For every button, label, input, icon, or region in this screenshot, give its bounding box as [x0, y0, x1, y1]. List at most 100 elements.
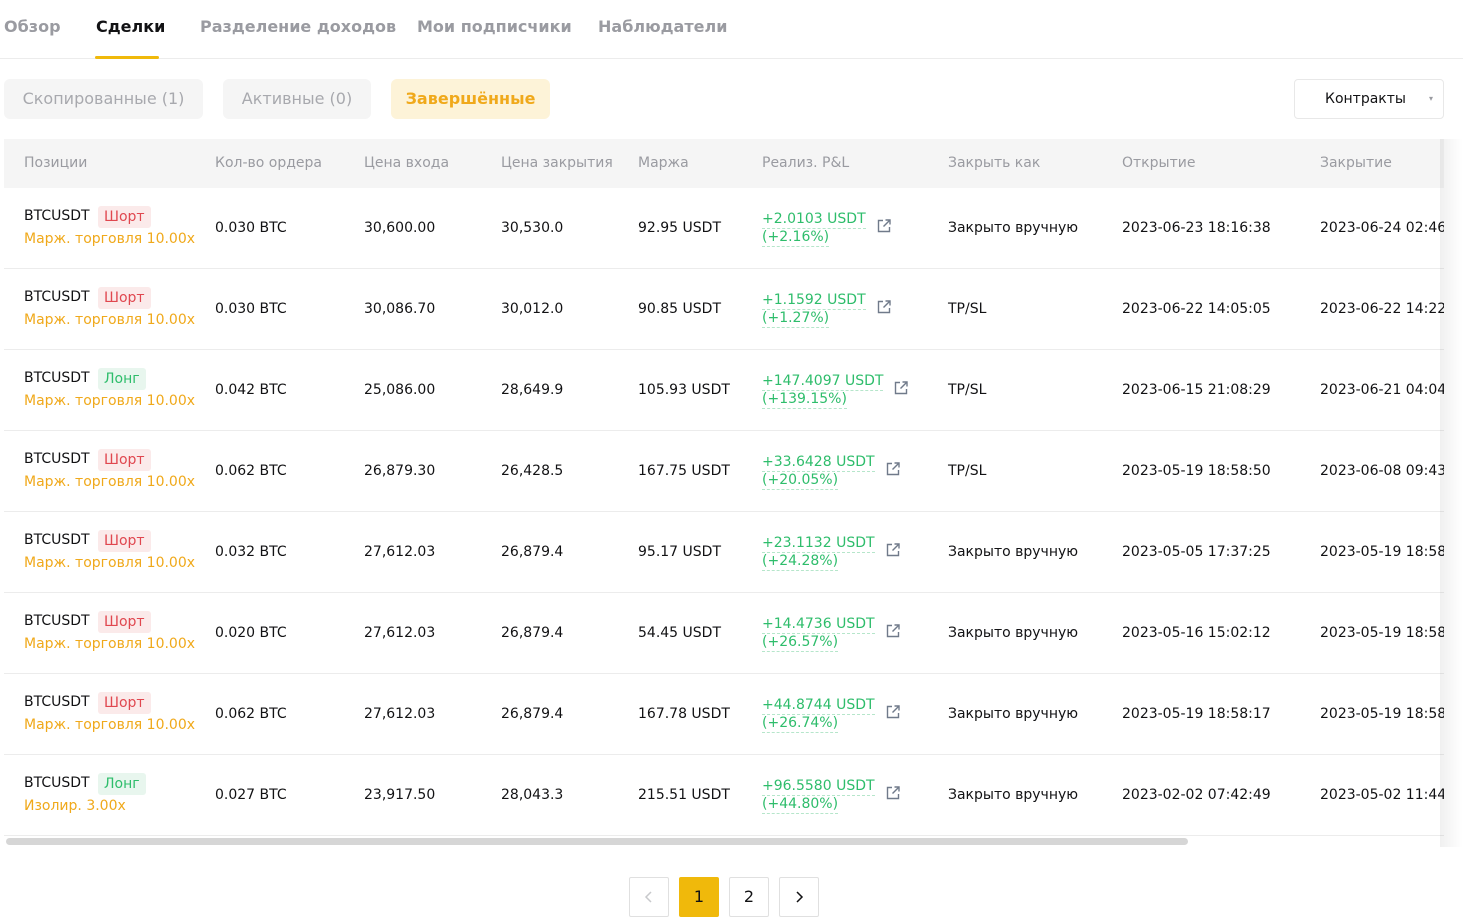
- header-entry-price: Цена входа: [364, 155, 450, 171]
- realized-pnl: +147.4097 USDT (+139.15%): [762, 373, 884, 409]
- tab-overview[interactable]: Обзор: [4, 17, 61, 36]
- entry-price: 27,612.03: [364, 625, 436, 641]
- table-row: BTCUSDT Лонг Изолир. 3.00x 0.027 BTC 23,917.…: [4, 755, 1444, 836]
- header-close-price: Цена закрытия: [501, 155, 613, 171]
- side-badge: Шорт: [98, 449, 151, 471]
- scroll-fade: [1440, 139, 1463, 847]
- external-link-icon[interactable]: [876, 218, 892, 234]
- order-qty: 0.042 BTC: [215, 382, 287, 398]
- side-badge: Лонг: [98, 773, 146, 795]
- close-price: 30,012.0: [501, 301, 564, 317]
- margin: 92.95 USDT: [638, 220, 721, 236]
- tab-my-subscribers[interactable]: Мои подписчики: [417, 17, 572, 36]
- pnl-value: +14.4736 USDT: [762, 616, 875, 634]
- symbol: BTCUSDT: [24, 775, 90, 791]
- scrollbar-thumb[interactable]: [6, 838, 1188, 845]
- tab-watchers[interactable]: Наблюдатели: [598, 17, 728, 36]
- margin: 167.75 USDT: [638, 463, 730, 479]
- close-as: TP/SL: [948, 301, 987, 317]
- leverage-label: Марж. торговля 10.00x: [24, 474, 196, 490]
- external-link-icon[interactable]: [885, 704, 901, 720]
- open-time: 2023-06-22 14:05:05: [1122, 301, 1271, 317]
- side-badge: Шорт: [98, 530, 151, 552]
- contract-type-select[interactable]: Контракты ▾: [1294, 79, 1444, 119]
- entry-price: 27,612.03: [364, 544, 436, 560]
- page-2-button[interactable]: 2: [729, 877, 769, 917]
- header-opened: Открытие: [1122, 155, 1196, 171]
- prev-page-button[interactable]: [629, 877, 669, 917]
- order-qty: 0.030 BTC: [215, 220, 287, 236]
- open-time: 2023-05-19 18:58:50: [1122, 463, 1271, 479]
- pnl-value: +23.1132 USDT: [762, 535, 875, 553]
- external-link-icon[interactable]: [885, 461, 901, 477]
- close-price: 28,649.9: [501, 382, 564, 398]
- table-row: BTCUSDT Шорт Марж. торговля 10.00x 0.020 BT…: [4, 593, 1444, 674]
- entry-price: 30,600.00: [364, 220, 436, 236]
- order-qty: 0.030 BTC: [215, 301, 287, 317]
- order-qty: 0.062 BTC: [215, 463, 287, 479]
- order-qty: 0.027 BTC: [215, 787, 287, 803]
- active-tab-indicator: [95, 56, 159, 59]
- leverage-label: Марж. торговля 10.00x: [24, 717, 196, 733]
- pnl-value: +147.4097 USDT: [762, 373, 884, 391]
- header-realized-pnl: Реализ. P&L: [762, 155, 850, 171]
- pnl-value: +33.6428 USDT: [762, 454, 875, 472]
- page-1-button[interactable]: 1: [679, 877, 719, 917]
- tab-profit-sharing[interactable]: Разделение доходов: [200, 17, 397, 36]
- leverage-label: Марж. торговля 10.00x: [24, 393, 196, 409]
- order-qty: 0.032 BTC: [215, 544, 287, 560]
- close-time: 2023-05-19 18:58: [1320, 706, 1444, 722]
- horizontal-scrollbar[interactable]: [4, 838, 1444, 847]
- header-close-as: Закрыть как: [948, 155, 1041, 171]
- external-link-icon[interactable]: [885, 785, 901, 801]
- close-price: 26,428.5: [501, 463, 564, 479]
- pnl-percent: (+26.57%): [762, 634, 839, 652]
- close-time: 2023-06-22 14:22: [1320, 301, 1444, 317]
- table-row: BTCUSDT Шорт Марж. торговля 10.00x 0.030 BT…: [4, 188, 1444, 269]
- pnl-percent: (+139.15%): [762, 391, 847, 409]
- external-link-icon[interactable]: [876, 299, 892, 315]
- close-as: Закрыто вручную: [948, 544, 1079, 560]
- table-row: BTCUSDT Лонг Марж. торговля 10.00x 0.042 BT…: [4, 350, 1444, 431]
- entry-price: 27,612.03: [364, 706, 436, 722]
- table-row: BTCUSDT Шорт Марж. торговля 10.00x 0.062 BT…: [4, 431, 1444, 512]
- pnl-value: +2.0103 USDT: [762, 211, 866, 229]
- close-as: TP/SL: [948, 382, 987, 398]
- open-time: 2023-05-05 17:37:25: [1122, 544, 1271, 560]
- tab-trades[interactable]: Сделки: [96, 17, 166, 36]
- entry-price: 23,917.50: [364, 787, 436, 803]
- pnl-value: +96.5580 USDT: [762, 778, 875, 796]
- filter-active-button[interactable]: Активные (0): [223, 79, 371, 119]
- pnl-percent: (+44.80%): [762, 796, 839, 814]
- margin: 215.51 USDT: [638, 787, 730, 803]
- top-tabs: Обзор Сделки Разделение доходов Мои подп…: [0, 0, 1463, 59]
- close-as: TP/SL: [948, 463, 987, 479]
- leverage-label: Изолир. 3.00x: [24, 798, 126, 814]
- close-time: 2023-05-02 11:44: [1320, 787, 1444, 803]
- symbol: BTCUSDT: [24, 532, 90, 548]
- close-price: 30,530.0: [501, 220, 564, 236]
- filter-copied-button[interactable]: Скопированные (1): [4, 79, 203, 119]
- pnl-percent: (+1.27%): [762, 310, 830, 328]
- realized-pnl: +44.8744 USDT (+26.74%): [762, 697, 875, 733]
- close-price: 26,879.4: [501, 625, 564, 641]
- filter-completed-button[interactable]: Завершённые: [391, 79, 550, 119]
- side-badge: Шорт: [98, 287, 151, 309]
- side-badge: Шорт: [98, 206, 151, 228]
- close-price: 26,879.4: [501, 706, 564, 722]
- leverage-label: Марж. торговля 10.00x: [24, 555, 196, 571]
- margin: 54.45 USDT: [638, 625, 721, 641]
- leverage-label: Марж. торговля 10.00x: [24, 231, 196, 247]
- pnl-percent: (+26.74%): [762, 715, 839, 733]
- external-link-icon[interactable]: [893, 380, 909, 396]
- external-link-icon[interactable]: [885, 542, 901, 558]
- open-time: 2023-06-23 18:16:38: [1122, 220, 1271, 236]
- open-time: 2023-06-15 21:08:29: [1122, 382, 1271, 398]
- external-link-icon[interactable]: [885, 623, 901, 639]
- next-page-button[interactable]: [779, 877, 819, 917]
- header-position: Позиции: [24, 155, 88, 171]
- close-price: 28,043.3: [501, 787, 564, 803]
- pnl-percent: (+24.28%): [762, 553, 839, 571]
- realized-pnl: +23.1132 USDT (+24.28%): [762, 535, 875, 571]
- leverage-label: Марж. торговля 10.00x: [24, 636, 196, 652]
